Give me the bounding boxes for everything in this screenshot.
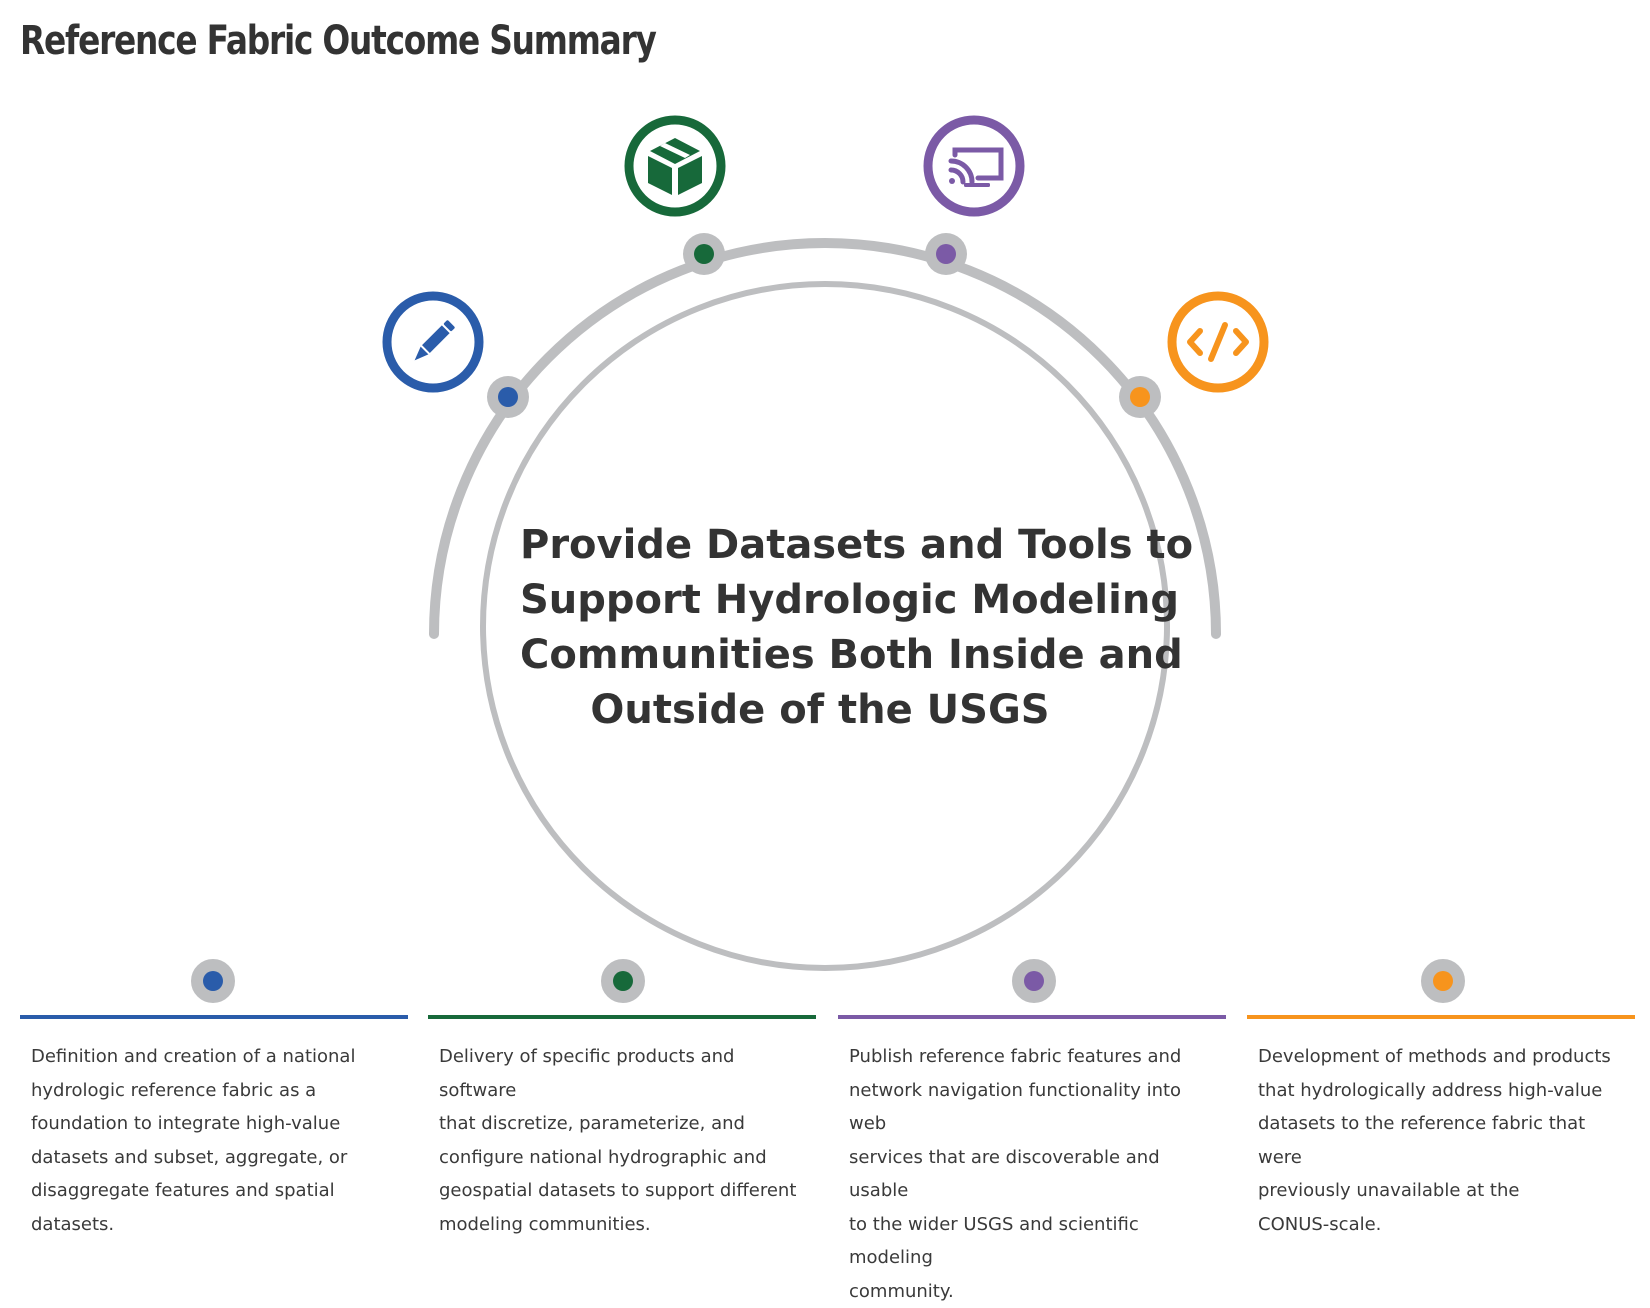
column-marker-blue: [191, 959, 235, 1003]
arc-marker-green: [683, 233, 725, 275]
description-line: Development of methods and products: [1258, 1046, 1611, 1067]
box-icon: [624, 115, 726, 217]
description-line: geospatial datasets to support different: [439, 1180, 797, 1201]
description-line: configure national hydrographic and: [439, 1146, 767, 1168]
column-divider-purple: [838, 1015, 1226, 1019]
description-line: to the wider USGS and scientific modelin…: [849, 1213, 1139, 1269]
center-circle: [480, 281, 1170, 971]
description-line: modeling communities.: [439, 1213, 651, 1235]
page-title: Reference Fabric Outcome Summary: [20, 18, 657, 64]
description-line: services that are discoverable and usabl…: [849, 1146, 1160, 1202]
outcome-description: Definition and creation of a national hy…: [31, 1040, 401, 1241]
column-divider-blue: [20, 1015, 408, 1019]
outcome-description: Development of methods and products that…: [1258, 1040, 1628, 1241]
description-line: Delivery of specific products and softwa…: [439, 1046, 735, 1101]
description-line: foundation to integrate high-value: [31, 1113, 341, 1134]
center-statement-line: Support Hydrologic Modeling: [520, 577, 1179, 623]
description-line: Publish reference fabric features and: [849, 1046, 1182, 1067]
code-icon: [1167, 291, 1269, 393]
column-divider-green: [428, 1015, 816, 1019]
column-marker-purple: [1012, 959, 1056, 1003]
description-line: that hydrologically address high-value: [1258, 1079, 1603, 1101]
arc-marker-orange: [1119, 376, 1161, 418]
column-marker-orange: [1421, 959, 1465, 1003]
center-statement-line: Communities Both Inside and: [520, 632, 1183, 678]
arc-marker-purple: [925, 233, 967, 275]
description-line: CONUS-scale.: [1258, 1213, 1382, 1235]
description-line: datasets and subset, aggregate, or: [31, 1146, 348, 1168]
column-divider-orange: [1247, 1015, 1635, 1019]
center-statement-line: Provide Datasets and Tools to: [520, 522, 1194, 568]
description-line: hydrologic reference fabric as a: [31, 1079, 317, 1101]
center-statement-line: Outside of the USGS: [590, 687, 1050, 733]
description-line: disaggregate features and spatial: [31, 1180, 335, 1201]
pencil-icon: [382, 291, 484, 393]
outer-arc: [429, 238, 1221, 639]
description-line: that discretize, parameterize, and: [439, 1113, 745, 1134]
column-marker-green: [601, 959, 645, 1003]
outcome-description: Delivery of specific products and softwa…: [439, 1040, 809, 1241]
description-line: previously unavailable at the: [1258, 1180, 1520, 1201]
center-statement: Provide Datasets and Tools to Support Hy…: [520, 518, 1194, 738]
arc-marker-blue: [487, 376, 529, 418]
description-line: datasets to the reference fabric that we…: [1258, 1113, 1586, 1168]
description-line: Definition and creation of a national: [31, 1046, 356, 1067]
outcome-description: Publish reference fabric features and ne…: [849, 1040, 1219, 1308]
cast-icon: [923, 115, 1025, 217]
description-line: network navigation functionality into we…: [849, 1079, 1182, 1135]
description-line: datasets.: [31, 1213, 115, 1235]
description-line: community.: [849, 1280, 954, 1302]
outcome-diagram: [382, 115, 1269, 971]
